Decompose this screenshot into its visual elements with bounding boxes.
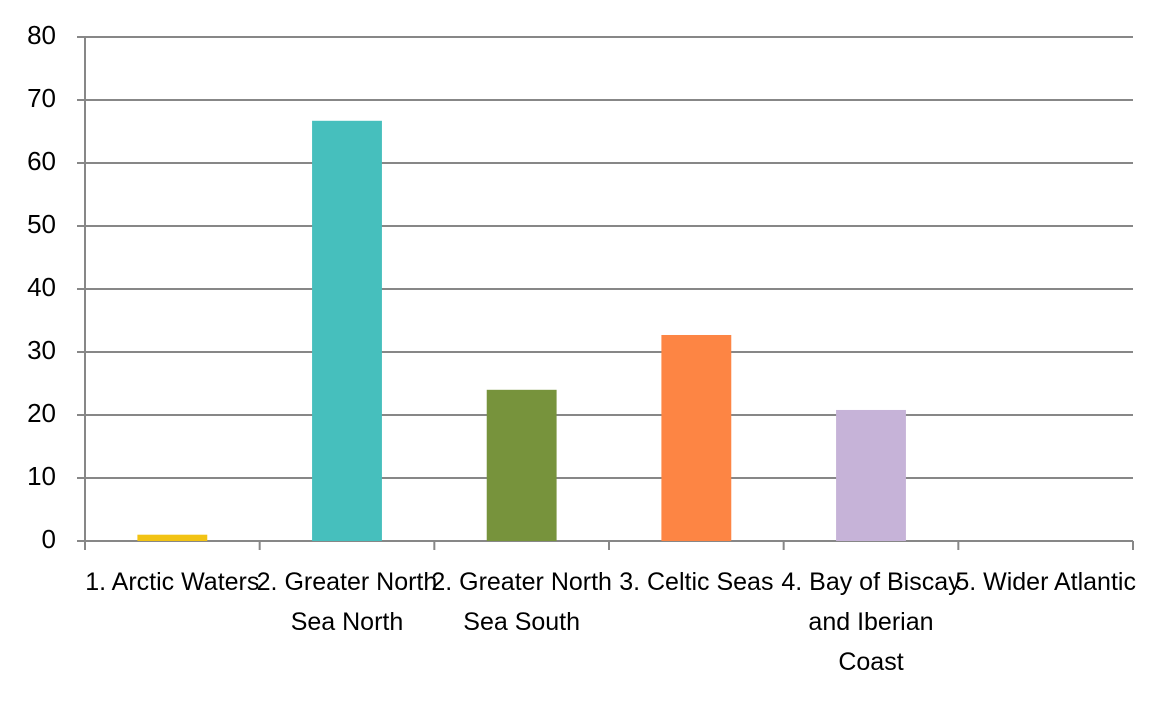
y-tick-label: 30 <box>27 335 56 365</box>
y-tick-label: 10 <box>27 461 56 491</box>
y-tick-label: 40 <box>27 272 56 302</box>
y-tick-label: 20 <box>27 398 56 428</box>
x-tick-label: 3. Celtic Seas <box>619 568 774 596</box>
x-tick-label: 2. Greater North Sea North <box>256 568 438 636</box>
y-tick-label: 50 <box>27 209 56 239</box>
y-tick-label: 60 <box>27 146 56 176</box>
x-tick-label: 2. Greater North Sea South <box>431 568 612 636</box>
y-tick-label: 80 <box>27 20 56 50</box>
x-tick-label: 4. Bay of Biscay and Iberian Coast <box>781 568 961 676</box>
bar <box>486 389 557 541</box>
y-tick-label: 70 <box>27 83 56 113</box>
bar <box>312 120 382 541</box>
x-tick-label: 1. Arctic Waters <box>85 568 260 596</box>
bar <box>661 334 732 541</box>
y-tick-label: 0 <box>42 524 56 554</box>
bar <box>137 534 208 541</box>
bar <box>836 409 906 541</box>
x-tick-label: 5. Wider Atlantic <box>955 568 1136 596</box>
